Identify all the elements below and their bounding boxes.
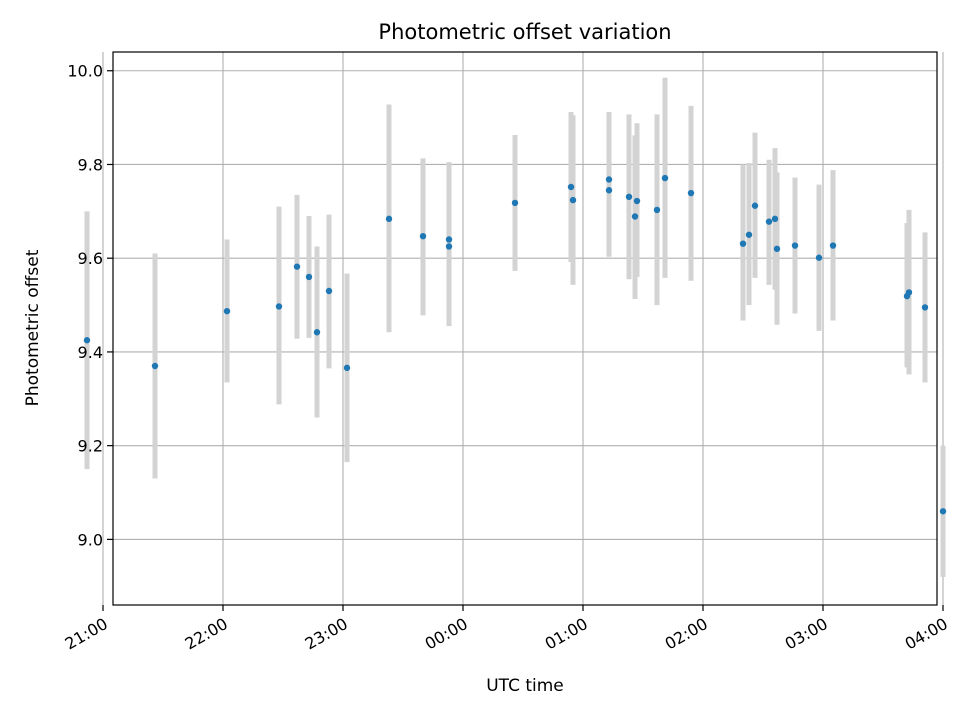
data-point — [745, 231, 753, 238]
y-tick-label: 9.0 — [78, 530, 103, 549]
chart-title: Photometric offset variation — [378, 20, 671, 44]
y-tick-label: 9.4 — [78, 343, 103, 362]
data-point — [605, 176, 613, 183]
data-point — [305, 273, 313, 281]
y-tick-label: 10.0 — [67, 62, 103, 81]
grid-layer — [102, 52, 944, 605]
data-point — [325, 287, 333, 295]
data-point — [633, 197, 641, 205]
data-point — [385, 215, 393, 223]
y-tick-label: 9.8 — [78, 155, 103, 174]
data-point — [687, 189, 695, 197]
plot-frame — [112, 51, 938, 606]
data-point — [765, 218, 773, 225]
data-point — [83, 337, 91, 344]
data-point — [569, 196, 577, 204]
y-axis-label: Photometric offset — [23, 249, 43, 406]
data-point — [921, 304, 929, 311]
data-point — [829, 242, 837, 249]
data-point — [275, 303, 283, 310]
data-point — [511, 199, 519, 207]
data-point — [905, 289, 913, 296]
data-point — [791, 242, 799, 249]
data-point — [815, 254, 823, 261]
data-point — [661, 174, 669, 182]
point-layer — [83, 174, 947, 515]
data-point — [739, 240, 747, 247]
data-point — [343, 364, 351, 372]
data-point — [445, 236, 453, 243]
y-tick-label: 9.2 — [78, 437, 103, 456]
data-point — [751, 202, 759, 209]
data-point — [419, 232, 427, 240]
data-point — [313, 329, 321, 336]
data-point — [625, 193, 633, 201]
data-point — [445, 243, 453, 250]
data-point — [293, 263, 301, 270]
data-point — [773, 245, 781, 253]
y-tick-label: 9.6 — [78, 249, 103, 268]
x-axis-label: UTC time — [486, 676, 564, 696]
data-point — [771, 215, 779, 223]
data-point — [631, 213, 639, 220]
data-point — [223, 307, 231, 315]
data-point — [567, 183, 575, 191]
data-point — [653, 206, 661, 214]
data-point — [939, 508, 947, 515]
data-point — [151, 362, 159, 370]
plot-background — [113, 52, 937, 605]
data-point — [605, 187, 613, 194]
